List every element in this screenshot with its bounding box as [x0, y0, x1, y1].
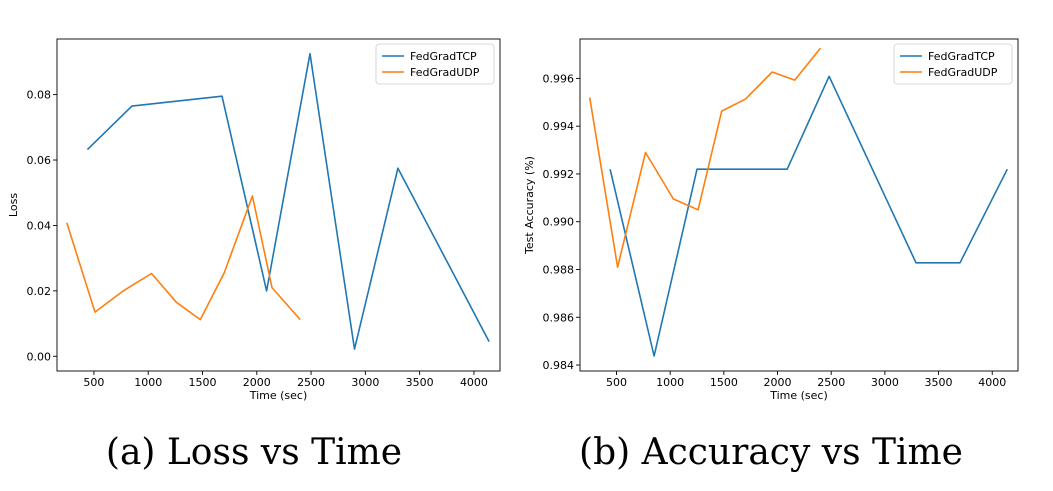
x-tick-label: 1000	[656, 376, 684, 389]
legend-label: FedGradUDP	[410, 66, 480, 79]
x-tick-label: 2000	[243, 376, 271, 389]
y-axis-label: Test Accuracy (%)	[523, 156, 536, 255]
series-line-fedgradudp	[66, 195, 301, 321]
x-tick-label: 3000	[871, 376, 899, 389]
y-tick-label: 0.994	[543, 120, 575, 133]
x-tick-label: 1500	[188, 376, 216, 389]
x-axis-label: Time (sec)	[249, 389, 308, 402]
x-tick-label: 4000	[460, 376, 488, 389]
x-tick-label: 2500	[817, 376, 845, 389]
x-tick-label: 1000	[134, 376, 162, 389]
x-tick-label: 3000	[351, 376, 379, 389]
y-tick-label: 0.986	[543, 311, 575, 324]
x-axis-label: Time (sec)	[769, 389, 828, 402]
legend-label: FedGradTCP	[928, 50, 995, 63]
y-tick-label: 0.08	[27, 89, 52, 102]
x-tick-label: 500	[606, 376, 627, 389]
y-axis-label: Loss	[7, 193, 20, 217]
y-tick-label: 0.984	[543, 359, 575, 372]
loss-vs-time-chart: 500 1000 1500 2000 2500 3000 3500 4000 0.00 0.02 0…	[7, 38, 501, 402]
legend: FedGradTCP FedGradUDP	[375, 43, 495, 85]
axes-frame	[56, 38, 501, 372]
y-tick-label: 0.996	[543, 72, 575, 85]
legend-box	[375, 43, 495, 85]
y-tick-label: 0.06	[27, 154, 52, 167]
y-tick-label: 0.990	[543, 216, 575, 229]
y-tick-label: 0.00	[27, 350, 52, 363]
series-line-fedgradtcp	[86, 52, 490, 350]
y-tick-label: 0.992	[543, 168, 575, 181]
legend: FedGradTCP FedGradUDP	[893, 43, 1013, 85]
axes-frame	[579, 38, 1019, 372]
accuracy-vs-time-chart: 500 1000 1500 2000 2500 3000 3500 4000 0.984 0.98…	[523, 38, 1019, 402]
y-tick-label: 0.988	[543, 263, 575, 276]
x-tick-label: 500	[83, 376, 104, 389]
y-tick-label: 0.04	[27, 219, 52, 232]
y-tick-label: 0.02	[27, 285, 52, 298]
legend-box	[893, 43, 1013, 85]
caption-accuracy-vs-time: (b) Accuracy vs Time	[579, 432, 963, 473]
x-tick-label: 3500	[406, 376, 434, 389]
x-tick-label: 2500	[297, 376, 325, 389]
series-line-fedgradudp	[588, 47, 822, 268]
x-tick-label: 2000	[764, 376, 792, 389]
legend-label: FedGradTCP	[410, 50, 477, 63]
x-tick-label: 3500	[925, 376, 953, 389]
series-line-fedgradtcp	[609, 75, 1009, 357]
legend-label: FedGradUDP	[928, 66, 998, 79]
x-tick-label: 4000	[978, 376, 1006, 389]
x-tick-label: 1500	[710, 376, 738, 389]
caption-loss-vs-time: (a) Loss vs Time	[105, 432, 403, 473]
